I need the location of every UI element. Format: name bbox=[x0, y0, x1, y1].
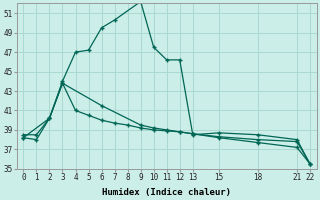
X-axis label: Humidex (Indice chaleur): Humidex (Indice chaleur) bbox=[102, 188, 231, 197]
